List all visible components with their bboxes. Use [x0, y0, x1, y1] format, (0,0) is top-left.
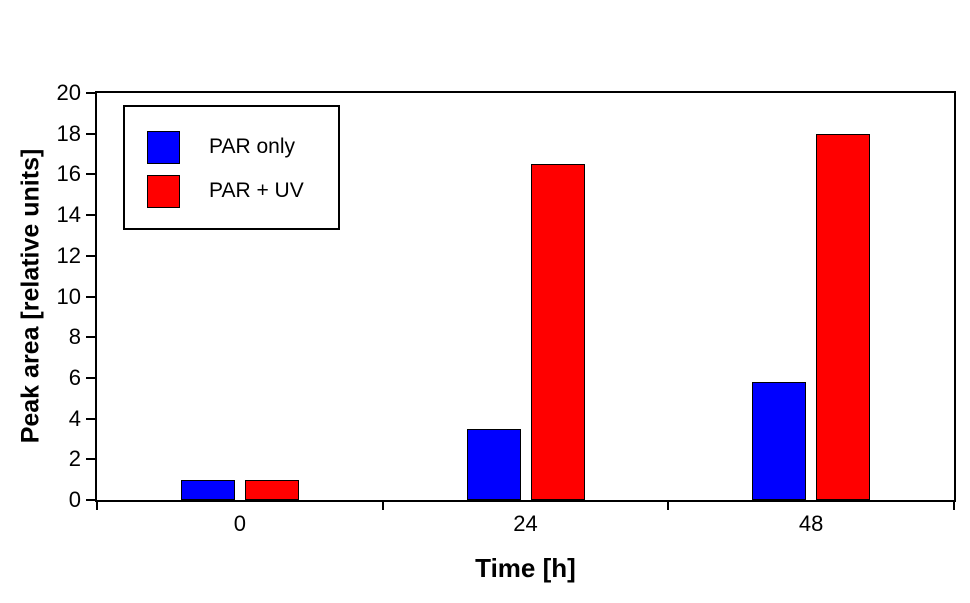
legend-label-par-only: PAR only	[209, 135, 295, 158]
y-tick	[86, 173, 95, 176]
y-tick-label: 6	[68, 364, 81, 390]
y-tick	[86, 376, 95, 379]
bar-par-uv-48h	[816, 134, 871, 500]
bar-par-only-48h	[752, 382, 807, 500]
y-tick-label: 14	[56, 202, 81, 228]
y-tick	[86, 254, 95, 257]
y-tick-label: 12	[56, 242, 81, 268]
y-tick	[86, 336, 95, 339]
y-tick-label: 4	[68, 405, 81, 431]
y-tick	[86, 295, 95, 298]
bar-par-only-24h	[466, 429, 521, 500]
x-tick	[96, 502, 98, 510]
x-tick-label: 0	[233, 511, 246, 536]
bar-par-uv-0h	[244, 480, 299, 500]
legend-item-par-uv: PAR + UV	[147, 173, 304, 209]
y-tick-label: 18	[56, 120, 81, 146]
x-tick	[953, 502, 955, 510]
legend-item-par-only: PAR only	[147, 129, 295, 165]
bar-par-only-0h	[180, 480, 235, 500]
legend-swatch-par-uv	[147, 174, 180, 208]
x-tick	[667, 502, 670, 510]
x-tick-label: 48	[798, 511, 824, 536]
legend: PAR only PAR + UV	[123, 105, 340, 230]
y-tick	[86, 214, 95, 217]
bar-par-uv-24h	[530, 164, 585, 500]
y-tick-label: 0	[68, 487, 81, 512]
y-tick	[86, 458, 95, 461]
x-axis-title: Time [h]	[475, 553, 576, 583]
x-tick-label: 24	[513, 511, 538, 536]
y-tick-label: 10	[56, 283, 81, 309]
y-tick	[86, 417, 95, 420]
y-tick-label: 20	[56, 80, 81, 105]
y-tick-label: 16	[56, 161, 81, 187]
y-tick	[86, 499, 95, 501]
y-tick-label: 8	[68, 324, 81, 350]
y-tick	[86, 132, 95, 135]
y-tick-label: 2	[68, 446, 81, 472]
legend-label-par-uv: PAR + UV	[209, 179, 304, 202]
y-tick	[86, 92, 95, 94]
x-tick	[381, 502, 384, 510]
legend-swatch-par-only	[147, 130, 180, 164]
